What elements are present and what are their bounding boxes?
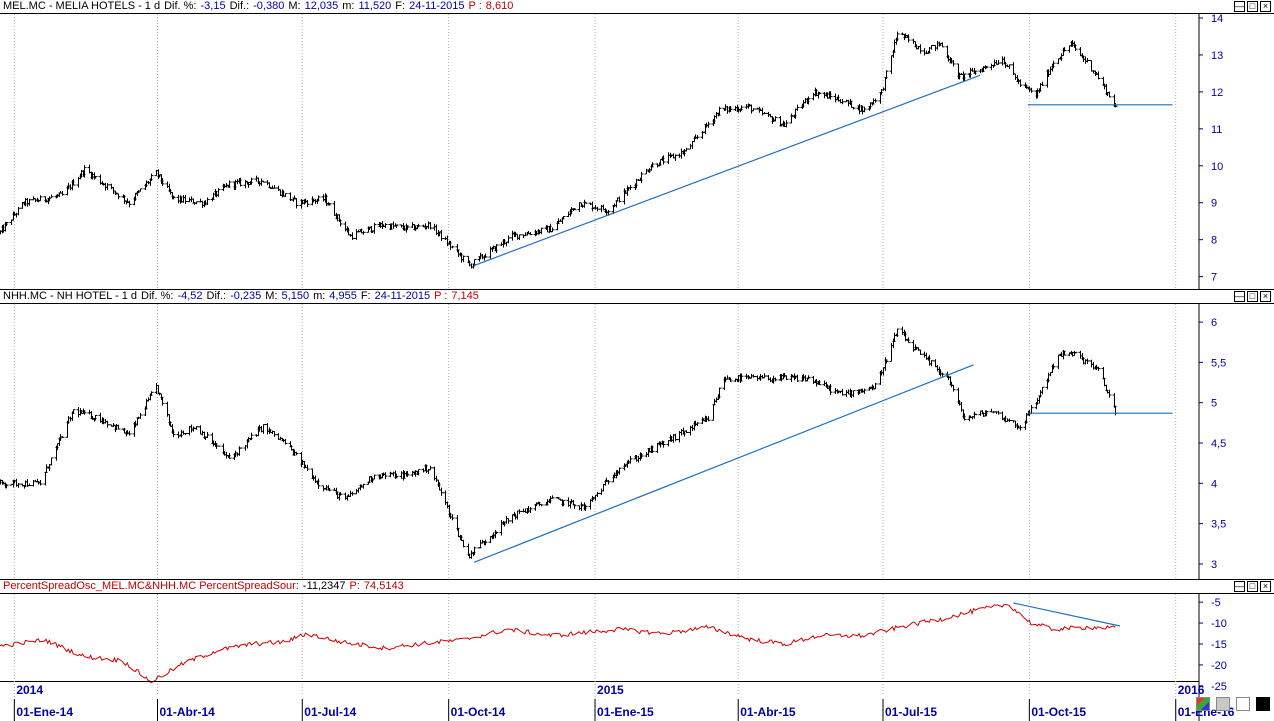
- month-label: 01-Jul-14: [304, 705, 356, 719]
- y-tick-label: 6: [1211, 317, 1217, 329]
- osc-value: -11,2347: [302, 580, 346, 592]
- y-tick-label: 13: [1211, 50, 1223, 62]
- trendline[interactable]: [1013, 602, 1121, 627]
- month-label: 01-Abr-15: [740, 705, 796, 719]
- price-bars: [0, 326, 1118, 559]
- palette-icon[interactable]: [1196, 697, 1210, 711]
- y-tick-label: 7: [1211, 272, 1217, 284]
- chart-osc: -25 -20 -15 -10 -5: [0, 594, 1227, 694]
- pane-controls: — □ ×: [1234, 581, 1271, 592]
- y-tick-label: -20: [1211, 660, 1227, 672]
- price-label: P :: [468, 0, 482, 12]
- pane-controls: — □ ×: [1234, 291, 1271, 302]
- date-label: F:: [360, 290, 371, 302]
- minimize-icon[interactable]: —: [1234, 291, 1245, 302]
- dif-value: -0,235: [230, 290, 262, 302]
- dif-pct-label: Dif. %:: [141, 290, 174, 302]
- close-icon[interactable]: ×: [1260, 291, 1271, 302]
- toolbar: [1196, 697, 1270, 711]
- pane-header-nhh: NHH.MC - NH HOTEL - 1 d Dif. %: -4,52 Dif.:…: [0, 290, 1274, 304]
- dif-value: -0,380: [253, 0, 285, 12]
- max-label: M:: [288, 0, 301, 12]
- price-value: 8,610: [485, 0, 514, 12]
- maximize-icon[interactable]: □: [1247, 1, 1258, 12]
- y-tick-label: 5,5: [1211, 357, 1226, 369]
- maximize-icon[interactable]: □: [1247, 291, 1258, 302]
- y-tick-label: 3: [1211, 559, 1217, 571]
- y-tick-label: 10: [1211, 161, 1223, 173]
- dif-label: Dif.:: [206, 290, 227, 302]
- y-tick-label: 4: [1211, 478, 1217, 490]
- oscillator-line: [0, 603, 1116, 684]
- trendline[interactable]: [473, 74, 981, 267]
- y-tick-label: -10: [1211, 618, 1227, 630]
- dif-label: Dif.:: [229, 0, 250, 12]
- y-tick-label: -25: [1211, 681, 1227, 693]
- y-tick-label: 3,5: [1211, 519, 1226, 531]
- y-tick-label: 4,5: [1211, 438, 1226, 450]
- price-label: P :: [434, 290, 448, 302]
- symbol-label: NHH.MC - NH HOTEL - 1 d: [3, 290, 138, 302]
- max-label: M:: [265, 290, 278, 302]
- min-value: 11,520: [358, 0, 392, 12]
- close-icon[interactable]: ×: [1260, 1, 1271, 12]
- save-icon[interactable]: [1216, 697, 1230, 711]
- y-tick-label: 5: [1211, 398, 1217, 410]
- date-value: 24-11-2015: [374, 290, 431, 302]
- osc-name: PercentSpreadOsc_MEL.MC&NHH.MC PercentSp…: [3, 580, 299, 592]
- dif-pct-label: Dif. %:: [164, 0, 197, 12]
- min-label: m:: [313, 290, 326, 302]
- year-label: 2014: [16, 683, 43, 697]
- maximize-icon[interactable]: □: [1247, 581, 1258, 592]
- month-label: 01-Jul-15: [885, 705, 937, 719]
- y-tick-label: -5: [1211, 597, 1221, 609]
- date-label: F:: [395, 0, 406, 12]
- y-tick-label: -15: [1211, 639, 1227, 651]
- max-value: 5,150: [281, 290, 310, 302]
- close-icon[interactable]: ×: [1260, 581, 1271, 592]
- y-tick-label: 14: [1211, 14, 1223, 25]
- x-axis: 2014 2015 2016 01-Ene-14 01-Abr-14 01-Jul-14 0…: [0, 681, 1235, 721]
- pane-mel: MEL.MC - MELIA HOTELS - 1 d Dif. %: -3,15 D…: [0, 0, 1274, 290]
- year-label: 2015: [597, 683, 624, 697]
- symbol-label: MEL.MC - MELIA HOTELS - 1 d: [3, 0, 161, 12]
- min-value: 4,955: [329, 290, 357, 302]
- y-tick-label: 12: [1211, 87, 1223, 99]
- y-tick-label: 8: [1211, 235, 1217, 247]
- trendline[interactable]: [473, 364, 974, 563]
- chart-mel: 7 8 9 10 11 12 13 14: [0, 14, 1223, 289]
- y-tick-label: 11: [1211, 124, 1222, 136]
- pin-icon[interactable]: [1236, 697, 1250, 711]
- black-square-icon[interactable]: [1256, 697, 1270, 711]
- month-label: 01-Abr-14: [160, 705, 216, 719]
- max-value: 12,035: [304, 0, 339, 12]
- dif-pct-value: -3,15: [200, 0, 226, 12]
- pane-header-osc: PercentSpreadOsc_MEL.MC&NHH.MC PercentSp…: [0, 580, 1274, 594]
- price-value: 7,145: [451, 290, 479, 302]
- month-label: 01-Oct-15: [1031, 705, 1086, 719]
- date-value: 24-11-2015: [409, 0, 465, 12]
- month-label: 01-Ene-15: [597, 705, 654, 719]
- osc-p-label: P:: [349, 580, 360, 592]
- minimize-icon[interactable]: —: [1234, 581, 1245, 592]
- month-label: 01-Ene-14: [16, 705, 73, 719]
- year-label: 2016: [1178, 683, 1205, 697]
- chart-nhh: 3 3,5 4 4,5 5 5,5 6: [0, 304, 1226, 579]
- dif-pct-value: -4,52: [177, 290, 203, 302]
- pane-nhh: NHH.MC - NH HOTEL - 1 d Dif. %: -4,52 Dif.:…: [0, 290, 1274, 580]
- min-label: m:: [342, 0, 355, 12]
- minimize-icon[interactable]: —: [1234, 1, 1245, 12]
- y-tick-label: 9: [1211, 198, 1217, 210]
- osc-p-value: 74,5143: [363, 580, 404, 592]
- pane-controls: — □ ×: [1234, 1, 1271, 12]
- pane-osc: PercentSpreadOsc_MEL.MC&NHH.MC PercentSp…: [0, 580, 1274, 694]
- month-label: 01-Oct-14: [451, 705, 506, 719]
- pane-header-mel: MEL.MC - MELIA HOTELS - 1 d Dif. %: -3,15 D…: [0, 0, 1274, 14]
- price-bars: [0, 31, 1118, 269]
